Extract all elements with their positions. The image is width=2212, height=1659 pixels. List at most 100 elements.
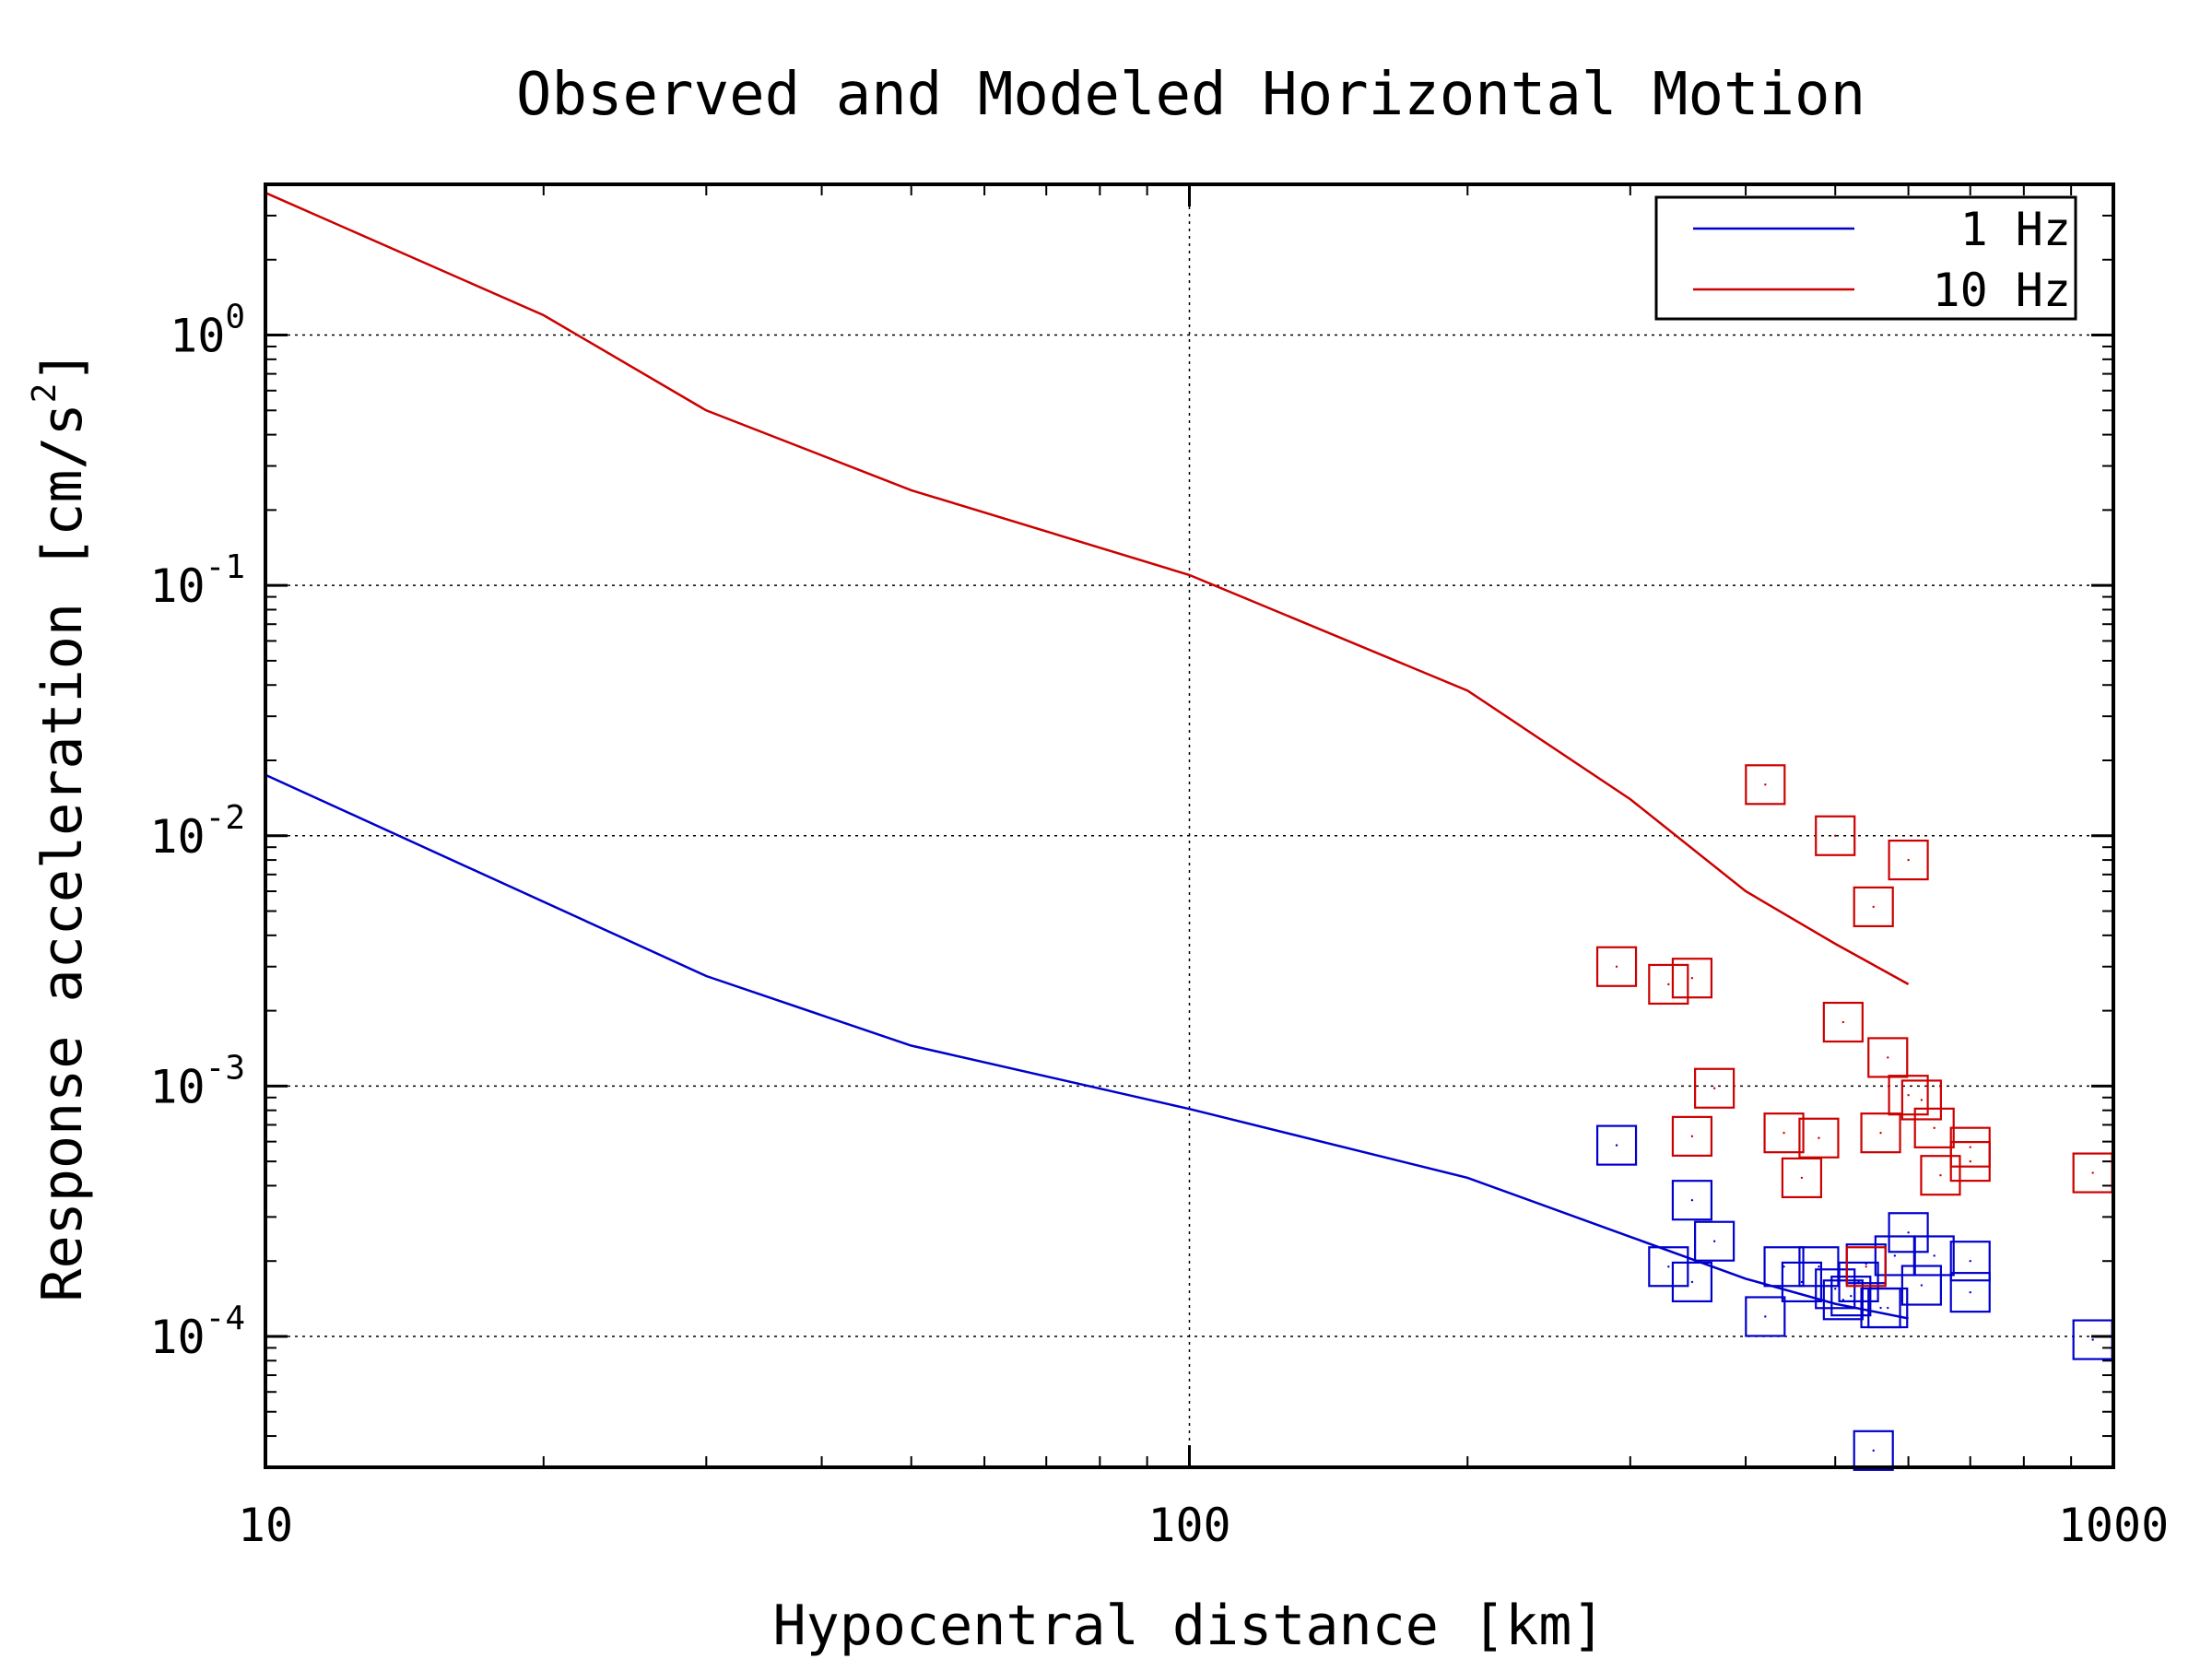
y-tick-label: 10-2: [149, 799, 245, 864]
data-point: [1781, 1261, 1823, 1303]
data-point-center: [1850, 1294, 1853, 1298]
data-point-center: [1712, 1087, 1716, 1089]
y-axis-label-close: ]: [30, 349, 95, 382]
series-lines: [265, 192, 1910, 1320]
data-point: [1648, 963, 1689, 1006]
data-point-center: [1920, 1284, 1924, 1287]
data-point: [1888, 1212, 1929, 1253]
data-point-center: [1690, 977, 1694, 980]
data-point-center: [1818, 1265, 1820, 1268]
data-point: [1763, 1112, 1805, 1154]
data-point-center: [1690, 1199, 1694, 1202]
data-point-center: [1712, 1240, 1716, 1242]
y-axis-label-sup: 2: [26, 383, 64, 404]
data-point: [1867, 1287, 1909, 1329]
data-point-center: [1834, 1288, 1837, 1290]
data-point-center: [1907, 858, 1910, 862]
y-axis: 100 10-1 10-2 10-3 10-4: [149, 183, 2113, 1468]
data-point: [1920, 1155, 1961, 1196]
data-point: [1949, 1241, 1991, 1282]
y-tick-label: 10-3: [149, 1049, 245, 1113]
data-point-center: [1933, 1126, 1936, 1130]
data-point-center: [1887, 1306, 1889, 1310]
data-point: [1888, 839, 1929, 881]
x-tick-label: 1000: [2058, 1499, 2169, 1552]
data-point: [1830, 1276, 1872, 1317]
data-point-center: [1865, 1265, 1867, 1268]
data-point: [1745, 764, 1786, 806]
data-point-center: [1907, 1231, 1910, 1234]
x-tick-label: 10: [238, 1499, 293, 1552]
data-point-center: [1872, 1449, 1875, 1453]
data-point-center: [1800, 1176, 1804, 1180]
data-point: [1838, 1261, 1879, 1303]
data-markers: [1595, 764, 2113, 1471]
data-point: [1822, 1279, 1864, 1321]
y-tick-label: 10-4: [149, 1300, 245, 1364]
data-point: [1845, 1246, 1887, 1288]
data-point: [1798, 1246, 1840, 1288]
data-point: [1595, 946, 1638, 987]
data-point-center: [1887, 1056, 1889, 1059]
plot-frame: [264, 182, 2115, 1469]
data-point-center: [1615, 965, 1618, 968]
legend-label: 1 Hz: [1960, 203, 2071, 256]
data-point: [1671, 958, 1713, 999]
legend-box: [1654, 195, 2077, 321]
data-point-center: [1800, 1280, 1804, 1284]
data-point-center: [1879, 1306, 1882, 1310]
data-point-center: [1933, 1254, 1936, 1257]
data-point-center: [1939, 1174, 1942, 1177]
data-point: [1853, 1430, 1894, 1471]
data-point-center: [1969, 1260, 1971, 1263]
data-point: [1595, 1124, 1638, 1166]
data-point-center: [1907, 1094, 1910, 1097]
data-point-center: [1879, 1131, 1882, 1135]
data-point: [1888, 1075, 1929, 1116]
y-tick-label: 100: [170, 299, 245, 363]
data-point-center: [1920, 1099, 1924, 1101]
y-axis-label-main: Response acceleration [cm/s: [30, 403, 95, 1301]
data-point: [1781, 1157, 1823, 1199]
data-point: [1949, 1272, 1991, 1313]
data-point: [1900, 1265, 1942, 1306]
data-point: [1763, 1246, 1805, 1288]
data-point: [1853, 886, 1894, 927]
legend-label: 10 Hz: [1932, 264, 2071, 317]
data-point: [1671, 1115, 1713, 1157]
data-point-center: [1667, 982, 1670, 986]
data-point-center: [1893, 1254, 1897, 1257]
data-point: [1913, 1235, 1955, 1277]
series-line: [265, 773, 1909, 1320]
x-axis-label: Hypocentral distance [km]: [772, 1594, 1605, 1658]
chart-title: Observed and Modeled Horizontal Motion: [516, 61, 1865, 129]
data-point: [1671, 1180, 1713, 1221]
data-point: [1648, 1246, 1689, 1288]
x-tick-label: 100: [1147, 1499, 1230, 1552]
data-point-center: [1690, 1280, 1694, 1284]
data-point: [1867, 1037, 1909, 1078]
data-point: [1798, 1117, 1840, 1159]
data-point-center: [1841, 1020, 1845, 1024]
data-point: [1745, 1296, 1786, 1337]
data-point: [1671, 1261, 1713, 1303]
grid: [265, 184, 2113, 1467]
y-axis-label: Response acceleration [cm/s2]: [26, 349, 95, 1301]
data-point-center: [2091, 1171, 2094, 1174]
data-point: [1949, 1141, 1991, 1182]
data-point: [1900, 1079, 1942, 1121]
data-point-center: [1764, 1315, 1767, 1318]
data-point-center: [2091, 1338, 2094, 1341]
data-point-center: [1783, 1131, 1785, 1135]
legend: 1 Hz 10 Hz: [1654, 195, 2077, 321]
data-point-center: [1615, 1144, 1618, 1147]
data-point-center: [1764, 783, 1767, 786]
data-point-center: [1667, 1265, 1670, 1268]
series-line: [265, 192, 1910, 985]
data-point-center: [1969, 1146, 1971, 1148]
data-point: [1815, 815, 1856, 856]
data-point-center: [1818, 1136, 1820, 1139]
data-point: [1860, 1112, 1901, 1154]
data-point-center: [1872, 905, 1875, 909]
